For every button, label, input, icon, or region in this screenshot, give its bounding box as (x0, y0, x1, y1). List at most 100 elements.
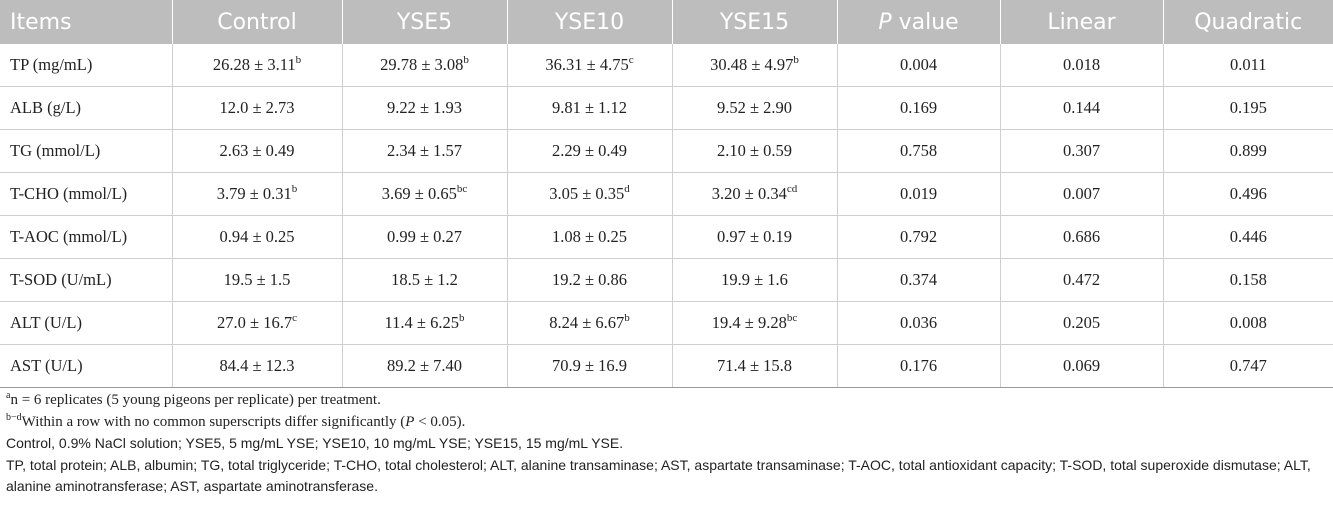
cell-item: AST (U/L) (0, 344, 172, 388)
cell-yse15: 2.10 ± 0.59 (671, 129, 837, 173)
cell-linear: 0.686 (999, 215, 1163, 259)
footnote-a-text: n = 6 replicates (5 young pigeons per re… (10, 392, 381, 408)
data-table: Items Control YSE5 YSE10 YSE15 P value L… (0, 0, 1333, 388)
cell-p-value-value: 0.374 (899, 270, 938, 289)
cell-yse5-value: 29.78 ± 3.08 (380, 55, 464, 74)
cell-item: ALB (g/L) (0, 86, 172, 130)
cell-quadratic-value: 0.496 (1229, 184, 1267, 203)
cell-p-value-value: 0.169 (899, 98, 938, 117)
cell-yse10: 1.08 ± 0.25 (506, 215, 672, 259)
cell-item-value: T-CHO (mmol/L) (10, 184, 128, 203)
cell-control-superscript: c (292, 312, 297, 324)
cell-control-superscript: b (291, 183, 298, 195)
cell-yse10-value: 2.29 ± 0.49 (551, 141, 628, 160)
footnote-b: b−dWithin a row with no common superscri… (6, 412, 1327, 434)
footnote-a: an = 6 replicates (5 young pigeons per r… (6, 390, 1327, 412)
cell-yse5-value: 89.2 ± 7.40 (386, 356, 463, 375)
cell-yse5: 89.2 ± 7.40 (341, 344, 507, 388)
cell-p-value: 0.019 (836, 172, 1000, 216)
cell-quadratic: 0.496 (1162, 172, 1333, 216)
cell-p-value: 0.036 (836, 301, 1000, 345)
cell-item: ALT (U/L) (0, 301, 172, 345)
cell-yse5-superscript: bc (456, 183, 468, 195)
cell-yse15-superscript: cd (786, 183, 798, 195)
cell-linear: 0.018 (999, 44, 1163, 87)
cell-control-value: 2.63 ± 0.49 (219, 141, 295, 160)
cell-yse15: 19.4 ± 9.28bc (671, 301, 837, 345)
footnote-abbrev-indices: TP, total protein; ALB, albumin; TG, tot… (6, 456, 1311, 495)
cell-yse10-value: 8.24 ± 6.67 (549, 313, 625, 332)
cell-yse5-value: 3.69 ± 0.65 (381, 184, 457, 203)
cell-p-value-value: 0.004 (899, 55, 938, 74)
cell-linear: 0.007 (999, 172, 1163, 216)
cell-yse5: 2.34 ± 1.57 (341, 129, 507, 173)
cell-p-value: 0.176 (836, 344, 1000, 388)
cell-item: TP (mg/mL) (0, 44, 172, 87)
cell-control: 2.63 ± 0.49 (171, 129, 342, 173)
cell-item-value: TP (mg/mL) (10, 55, 93, 74)
cell-quadratic: 0.008 (1162, 301, 1333, 345)
cell-yse10: 3.05 ± 0.35d (506, 172, 672, 216)
cell-yse5: 9.22 ± 1.93 (341, 86, 507, 130)
table-row: T-AOC (mmol/L) 0.94 ± 0.25 0.99 ± 0.27 1.08… (0, 215, 1333, 259)
cell-control-value: 26.28 ± 3.11 (212, 55, 296, 74)
cell-yse15-superscript: bc (786, 312, 798, 324)
cell-control-value: 3.79 ± 0.31 (216, 184, 292, 203)
cell-yse15-superscript: b (793, 54, 799, 66)
cell-quadratic-value: 0.011 (1229, 55, 1267, 74)
cell-control: 84.4 ± 12.3 (171, 344, 342, 388)
table-row: TG (mmol/L) 2.63 ± 0.49 2.34 ± 1.57 2.29 ± … (0, 129, 1333, 173)
cell-linear-value: 0.018 (1062, 55, 1101, 74)
cell-item: TG (mmol/L) (0, 129, 172, 173)
cell-control-superscript: b (295, 54, 302, 66)
cell-yse10: 36.31 ± 4.75c (506, 44, 672, 87)
cell-p-value: 0.374 (836, 258, 1000, 302)
cell-control-value: 27.0 ± 16.7 (217, 313, 293, 332)
cell-linear-value: 0.686 (1062, 227, 1101, 246)
cell-p-value: 0.169 (836, 86, 1000, 130)
cell-yse15-value: 2.10 ± 0.59 (716, 141, 793, 160)
table-row: ALB (g/L) 12.0 ± 2.73 9.22 ± 1.93 9.81 ± 1.… (0, 86, 1333, 130)
footnotes: an = 6 replicates (5 young pigeons per r… (0, 388, 1333, 498)
cell-yse5: 0.99 ± 0.27 (341, 215, 507, 259)
header-yse15: YSE15 (671, 0, 837, 44)
cell-quadratic: 0.899 (1162, 129, 1333, 173)
cell-p-value: 0.758 (836, 129, 1000, 173)
footnote-b-p: P (405, 413, 415, 430)
cell-yse5-value: 0.99 ± 0.27 (386, 227, 463, 246)
table-container: Items Control YSE5 YSE10 YSE15 P value L… (0, 0, 1333, 498)
cell-control: 12.0 ± 2.73 (171, 86, 342, 130)
cell-yse15-value: 9.52 ± 2.90 (716, 98, 793, 117)
footnote-b-text-2: < 0.05). (414, 413, 466, 430)
cell-yse5-value: 11.4 ± 6.25 (384, 313, 459, 332)
cell-linear: 0.069 (999, 344, 1163, 388)
cell-quadratic: 0.446 (1162, 215, 1333, 259)
cell-yse15: 3.20 ± 0.34cd (671, 172, 837, 216)
cell-quadratic-value: 0.195 (1229, 98, 1267, 117)
cell-yse15-value: 71.4 ± 15.8 (716, 356, 793, 375)
cell-yse5: 11.4 ± 6.25b (341, 301, 507, 345)
cell-yse10-superscript: b (624, 312, 630, 324)
cell-linear-value: 0.307 (1062, 141, 1101, 160)
cell-linear: 0.472 (999, 258, 1163, 302)
cell-yse10: 9.81 ± 1.12 (506, 86, 672, 130)
cell-item-value: T-AOC (mmol/L) (10, 227, 128, 246)
cell-yse5: 18.5 ± 1.2 (341, 258, 507, 302)
header-yse5: YSE5 (341, 0, 507, 44)
cell-item-value: T-SOD (U/mL) (10, 270, 112, 289)
cell-yse5: 29.78 ± 3.08b (341, 44, 507, 87)
cell-quadratic: 0.011 (1162, 44, 1333, 87)
header-yse10: YSE10 (506, 0, 672, 44)
cell-yse10-value: 19.2 ± 0.86 (551, 270, 628, 289)
cell-item-value: AST (U/L) (10, 356, 83, 375)
cell-item-value: ALB (g/L) (10, 98, 82, 117)
cell-control-value: 12.0 ± 2.73 (219, 98, 295, 117)
cell-linear-value: 0.472 (1062, 270, 1101, 289)
cell-yse10-value: 1.08 ± 0.25 (551, 227, 628, 246)
cell-control: 27.0 ± 16.7c (171, 301, 342, 345)
cell-control: 26.28 ± 3.11b (171, 44, 342, 87)
cell-yse5-value: 18.5 ± 1.2 (391, 270, 458, 289)
cell-yse10-value: 3.05 ± 0.35 (549, 184, 625, 203)
table-row: AST (U/L) 84.4 ± 12.3 89.2 ± 7.40 70.9 ± 16… (0, 344, 1333, 388)
cell-yse10: 70.9 ± 16.9 (506, 344, 672, 388)
